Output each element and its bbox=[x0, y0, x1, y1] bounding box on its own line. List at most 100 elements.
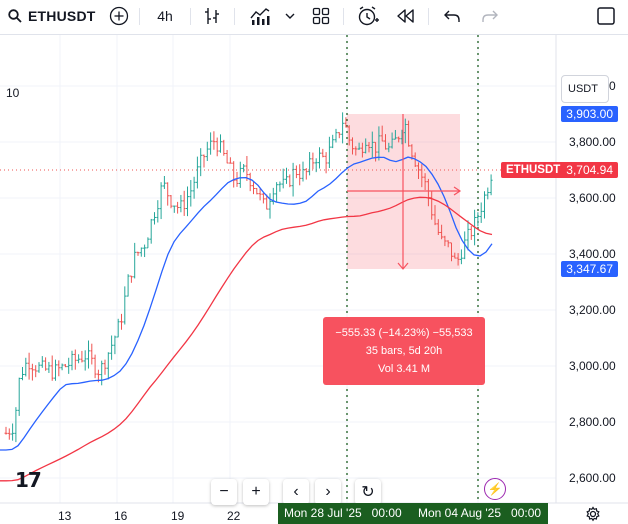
ohlc-bar bbox=[377, 126, 381, 161]
ohlc-bar bbox=[248, 172, 252, 192]
interval-button[interactable]: 4h bbox=[157, 8, 173, 24]
ohlc-bar bbox=[209, 132, 213, 155]
ohlc-bar bbox=[374, 141, 378, 162]
price-axis-label: 3,400.00 bbox=[569, 247, 616, 261]
alert-icon bbox=[357, 5, 379, 27]
ohlc-bar bbox=[420, 164, 424, 188]
ohlc-bar bbox=[341, 112, 345, 144]
ohlc-bar bbox=[232, 161, 236, 188]
indicators-button[interactable] bbox=[247, 0, 273, 32]
chart-type-button[interactable] bbox=[200, 0, 224, 32]
last-price-tag: 3,704.94 bbox=[561, 162, 618, 178]
ohlc-bar bbox=[321, 148, 325, 158]
scroll-left-button[interactable]: ‹ bbox=[283, 479, 309, 505]
ohlc-bar bbox=[344, 117, 348, 128]
ohlc-bar bbox=[205, 141, 209, 161]
ohlc-bar bbox=[120, 313, 123, 330]
ohlc-bar bbox=[225, 149, 229, 164]
ohlc-bar bbox=[318, 147, 321, 169]
ohlc-bar bbox=[476, 212, 480, 227]
ohlc-bar bbox=[301, 161, 305, 182]
ohlc-bar bbox=[186, 186, 189, 217]
layout-button[interactable] bbox=[309, 0, 333, 32]
price-chart[interactable]: 4,000.003,800.003,600.003,400.003,200.00… bbox=[0, 35, 628, 524]
ohlc-bar bbox=[440, 224, 444, 240]
ohlc-bar bbox=[133, 242, 137, 279]
ohlc-bar bbox=[433, 205, 437, 226]
last-symbol-tag: ETHUSDT bbox=[501, 162, 566, 178]
compare-symbol-button[interactable] bbox=[107, 0, 131, 32]
replay-button[interactable] bbox=[393, 0, 419, 32]
ohlc-bar bbox=[136, 251, 140, 256]
zoom-in-button[interactable]: + bbox=[243, 479, 269, 505]
ohlc-bar bbox=[47, 361, 51, 373]
price-axis-label: 3,800.00 bbox=[569, 135, 616, 149]
ohlc-bar bbox=[275, 182, 279, 203]
ohlc-bar bbox=[100, 360, 104, 386]
ohlc-bar bbox=[228, 157, 232, 164]
bolt-icon[interactable]: ⚡ bbox=[484, 478, 506, 500]
moving-average-fast bbox=[0, 156, 493, 451]
ohlc-bar bbox=[67, 357, 71, 374]
ohlc-bar bbox=[331, 134, 335, 149]
chart-pane[interactable]: 4,000.003,800.003,600.003,400.003,200.00… bbox=[0, 35, 628, 524]
ohlc-bar bbox=[17, 377, 21, 416]
ohlc-bar bbox=[258, 188, 262, 201]
reset-chart-button[interactable]: ↻ bbox=[355, 479, 381, 505]
ohlc-bar bbox=[156, 200, 160, 223]
toolbar-divider bbox=[0, 34, 628, 35]
ohlc-bar bbox=[83, 350, 87, 371]
ohlc-bar bbox=[146, 237, 150, 249]
zoom-out-button[interactable]: − bbox=[211, 479, 237, 505]
symbol-search-button[interactable]: ETHUSDT bbox=[8, 5, 96, 27]
ohlc-bar bbox=[268, 193, 272, 219]
ohlc-bar bbox=[90, 343, 94, 365]
ohlc-bar bbox=[291, 162, 295, 197]
ohlc-bar bbox=[407, 120, 411, 147]
undo-button[interactable] bbox=[440, 0, 464, 32]
ohlc-bar bbox=[288, 174, 292, 188]
ohlc-bar bbox=[139, 247, 143, 257]
moving-average-slow bbox=[0, 196, 493, 482]
ohlc-bar bbox=[70, 350, 74, 371]
divider bbox=[343, 8, 344, 25]
ohlc-bar bbox=[486, 187, 490, 200]
left-edge-time-label: 10 bbox=[6, 86, 20, 100]
measure-volume: Vol 3.41 M bbox=[378, 363, 430, 375]
ohlc-bar bbox=[261, 192, 265, 204]
price-axis-label: 3,000.00 bbox=[569, 359, 616, 373]
ohlc-bar bbox=[390, 132, 394, 149]
measure-tooltip: −555.33 (−14.23%) −55,533 35 bars, 5d 20… bbox=[323, 317, 485, 385]
scroll-right-button[interactable]: › bbox=[315, 479, 341, 505]
measure-arrow-right bbox=[453, 186, 462, 196]
ohlc-bar bbox=[469, 225, 473, 240]
ohlc-bar bbox=[489, 174, 493, 196]
ohlc-bar bbox=[417, 162, 420, 180]
ohlc-bar bbox=[327, 136, 331, 169]
ohlc-bar bbox=[60, 363, 64, 371]
redo-icon bbox=[481, 9, 499, 23]
redo-button[interactable] bbox=[478, 0, 502, 32]
ohlc-bar bbox=[199, 148, 203, 177]
ohlc-bar bbox=[192, 176, 196, 199]
settings-gear-icon[interactable] bbox=[584, 505, 602, 523]
ohlc-bar bbox=[334, 128, 338, 143]
ohlc-bar bbox=[40, 356, 44, 368]
divider bbox=[428, 8, 429, 25]
ohlc-bar bbox=[212, 131, 216, 150]
ohlc-bar bbox=[4, 426, 8, 435]
ohlc-bar bbox=[304, 168, 308, 180]
tradingview-logo[interactable]: 17 bbox=[15, 468, 42, 492]
ohlc-bar bbox=[357, 142, 361, 150]
ohlc-bar bbox=[202, 154, 206, 168]
undo-icon bbox=[443, 9, 461, 23]
alert-button[interactable] bbox=[355, 0, 381, 32]
ohlc-bar bbox=[77, 354, 81, 364]
time-label: 19 bbox=[171, 509, 185, 523]
ohlc-bar bbox=[367, 141, 371, 153]
ohlc-bar bbox=[311, 152, 315, 170]
indicators-dropdown[interactable] bbox=[282, 0, 298, 32]
currency-select[interactable]: USDT bbox=[561, 75, 609, 103]
fullscreen-button[interactable] bbox=[594, 0, 618, 32]
time-label: 22 bbox=[227, 509, 241, 523]
